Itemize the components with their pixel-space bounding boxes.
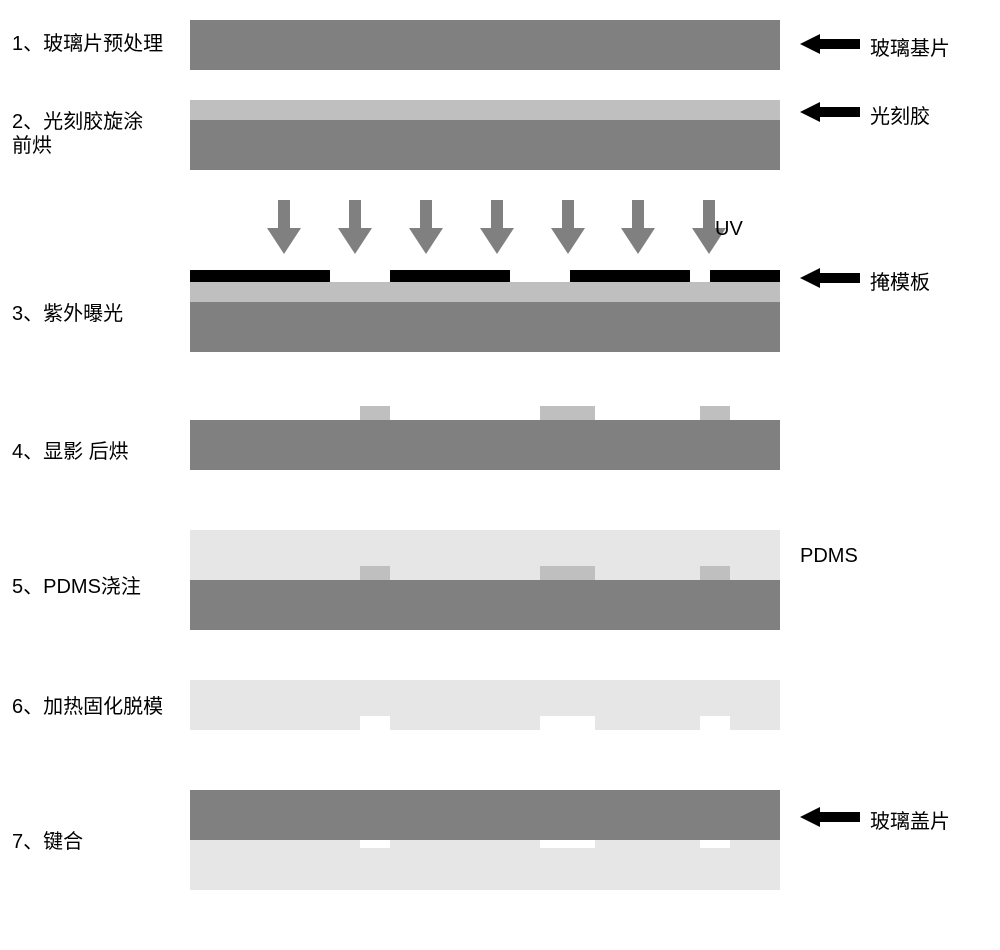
txt: 显影 后烘 xyxy=(43,441,129,463)
num: 7 xyxy=(12,831,23,853)
step-1-label: 1、玻璃片预处理 xyxy=(12,32,182,56)
txt: 加热固化脱模 xyxy=(43,696,163,718)
uv-label: UV xyxy=(715,218,743,241)
txt: 光刻胶旋涂 前烘 xyxy=(12,111,143,157)
legend-photoresist-text: 光刻胶 xyxy=(870,100,930,129)
num: 5 xyxy=(12,576,23,598)
process-diagram: 1、玻璃片预处理 2、光刻胶旋涂 前烘 3、紫外曝光 4、显影 后烘 5、PDM… xyxy=(0,0,1000,950)
legend-glass-substrate-text: 玻璃基片 xyxy=(870,32,950,61)
txt: PDMS浇注 xyxy=(43,576,141,598)
num: 6 xyxy=(12,696,23,718)
txt: 紫外曝光 xyxy=(43,303,123,325)
step-3-label: 3、紫外曝光 xyxy=(12,302,182,326)
num: 3 xyxy=(12,303,23,325)
step-6-label: 6、加热固化脱模 xyxy=(12,695,182,719)
num: 1 xyxy=(12,33,23,55)
legend-pdms-text: PDMS xyxy=(800,545,858,568)
num: 4 xyxy=(12,441,23,463)
num: 2 xyxy=(12,111,23,133)
legend-mask-text: 掩模板 xyxy=(870,266,930,295)
txt: 玻璃片预处理 xyxy=(43,33,163,55)
step-4-label: 4、显影 后烘 xyxy=(12,440,182,464)
step-2-label: 2、光刻胶旋涂 前烘 xyxy=(12,110,182,158)
step-7-label: 7、键合 xyxy=(12,830,182,854)
txt: 键合 xyxy=(43,831,83,853)
step-5-label: 5、PDMS浇注 xyxy=(12,575,182,599)
legend-glass-cover-text: 玻璃盖片 xyxy=(870,805,950,834)
